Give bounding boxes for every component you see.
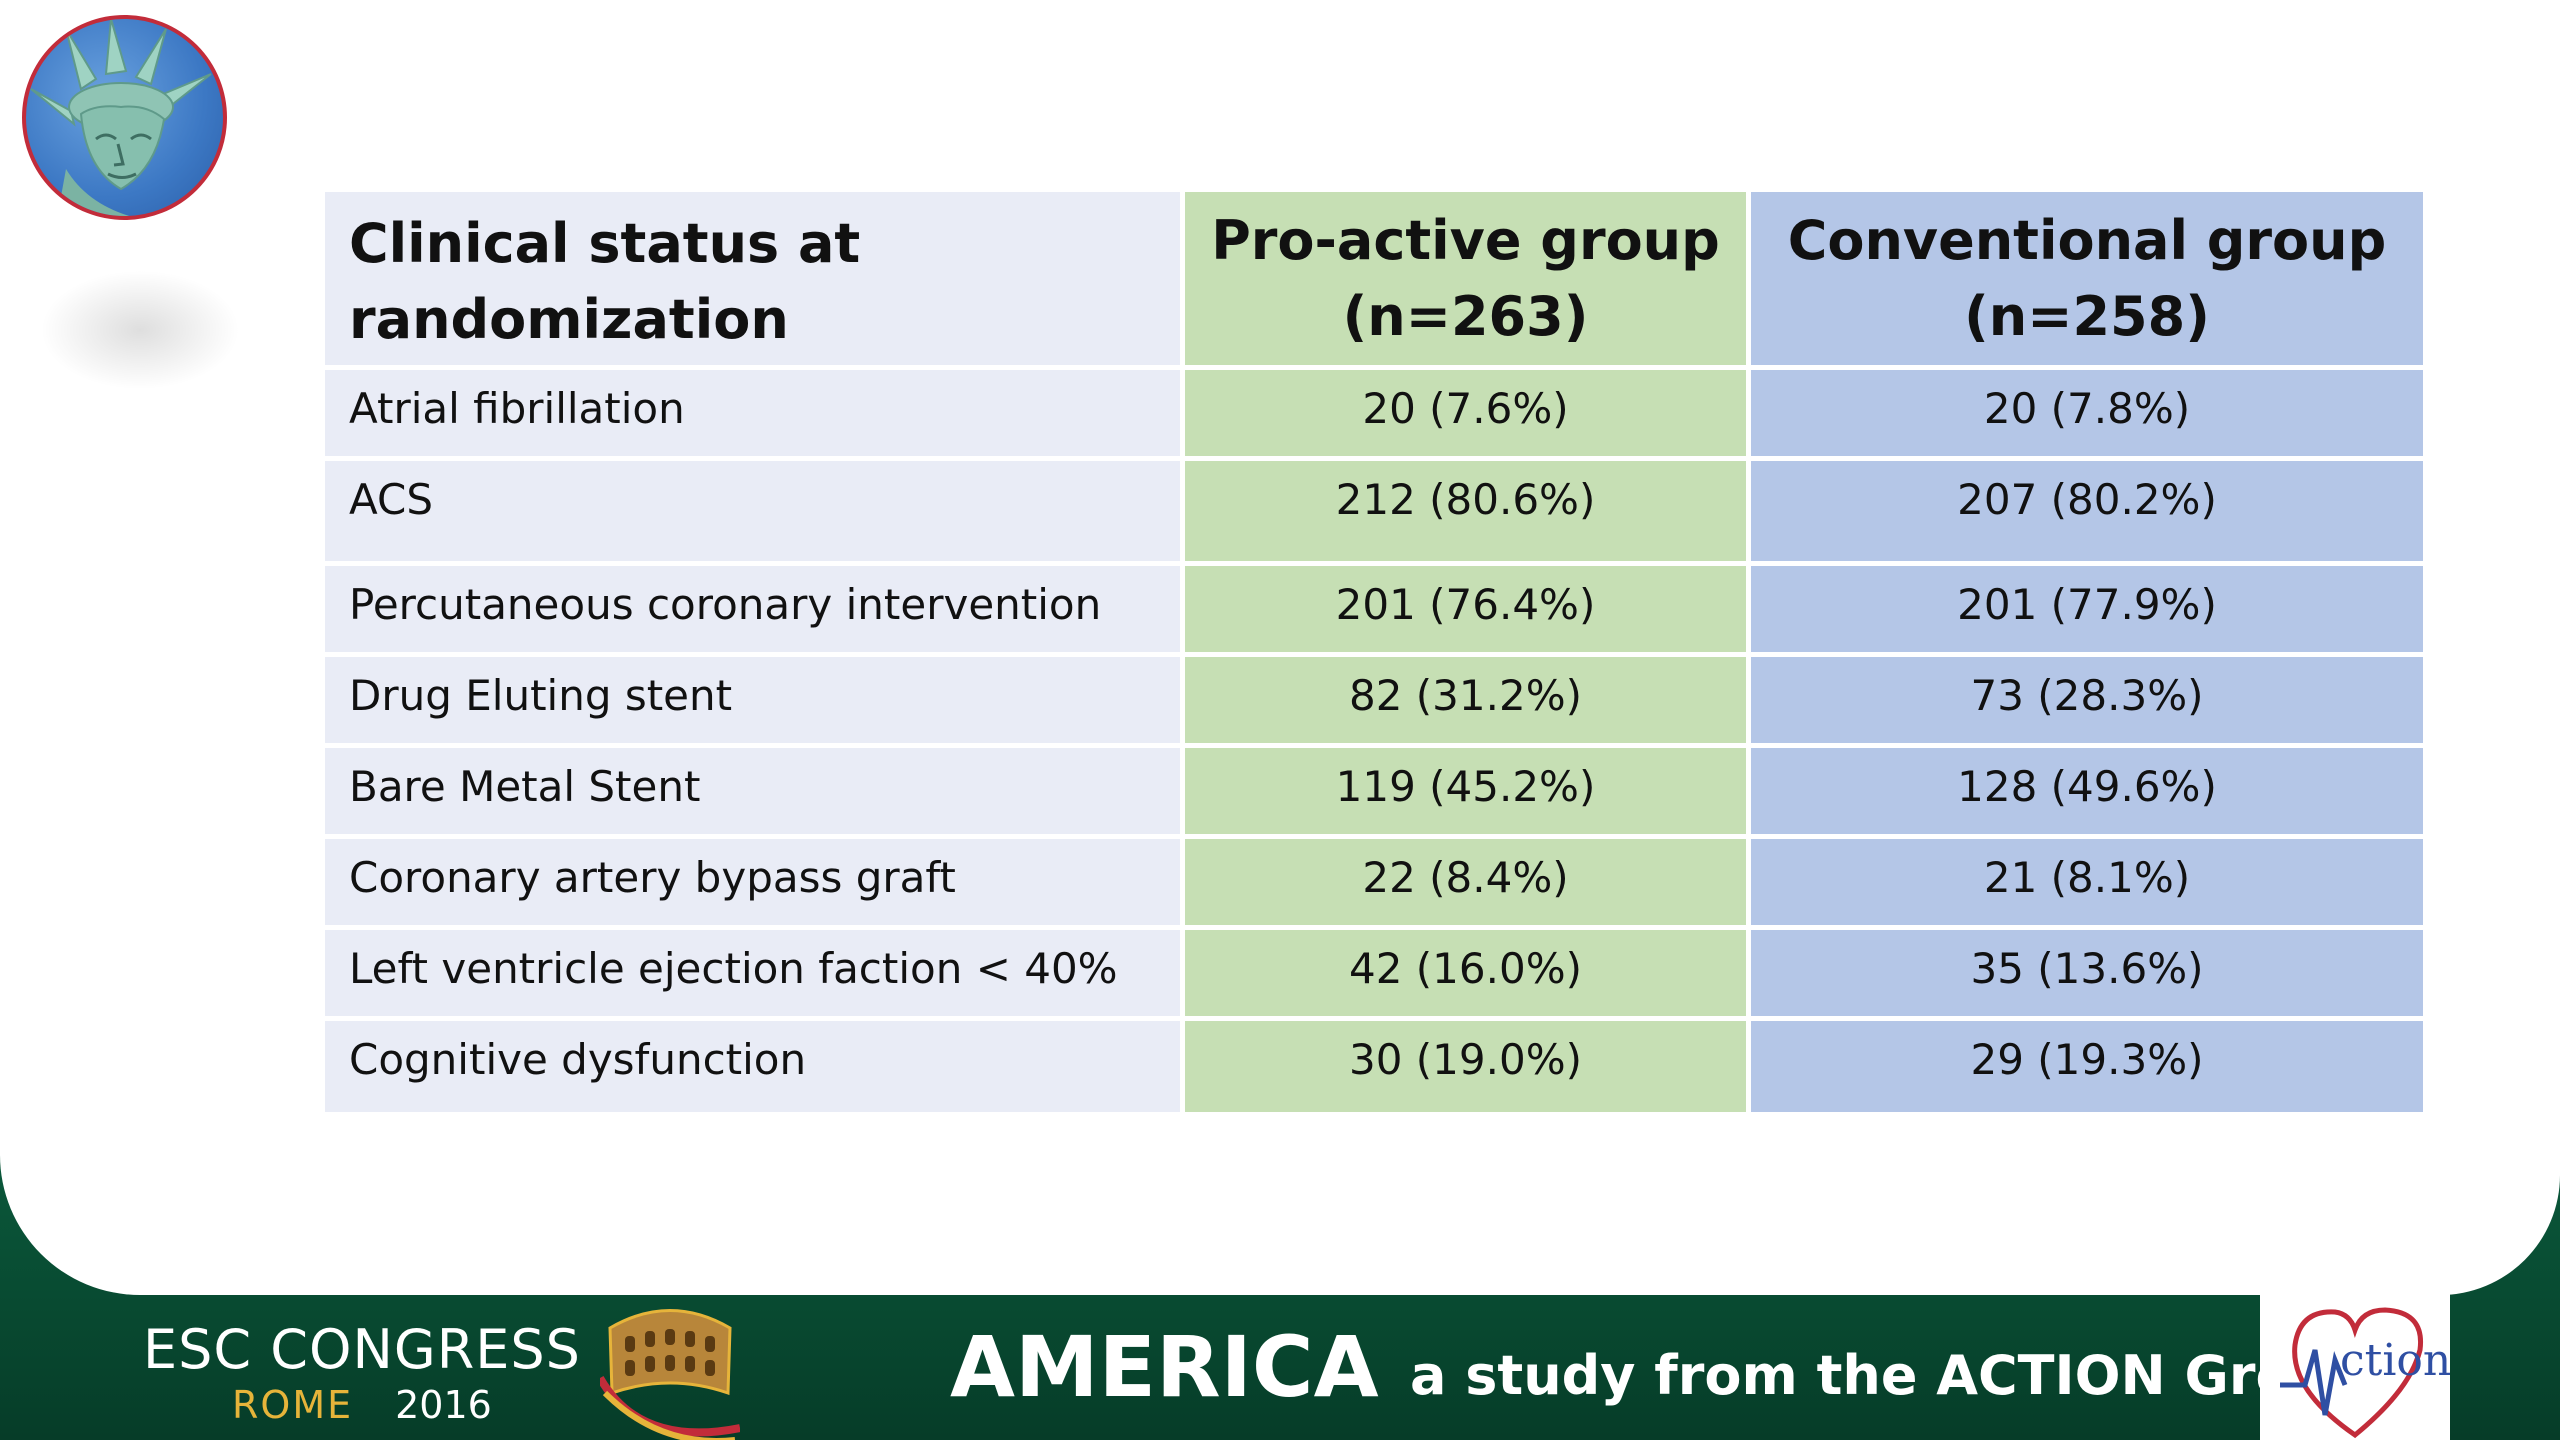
proactive-value: 201 (76.4%) bbox=[1180, 566, 1746, 657]
row-label: Percutaneous coronary intervention bbox=[325, 566, 1180, 657]
clinical-status-table: Clinical status at randomization Pro-act… bbox=[325, 192, 2423, 1112]
conventional-value: 73 (28.3%) bbox=[1746, 657, 2423, 748]
row-label: Left ventricle ejection faction < 40% bbox=[325, 930, 1180, 1021]
table-row: Cognitive dysfunction 30 (19.0%) 29 (19.… bbox=[325, 1021, 2423, 1112]
conventional-value: 35 (13.6%) bbox=[1746, 930, 2423, 1021]
table-row: Bare Metal Stent 119 (45.2%) 128 (49.6%) bbox=[325, 748, 2423, 839]
statue-of-liberty-icon bbox=[22, 15, 227, 220]
row-label: Coronary artery bypass graft bbox=[325, 839, 1180, 930]
colosseum-icon bbox=[596, 1298, 741, 1444]
conventional-value: 128 (49.6%) bbox=[1746, 748, 2423, 839]
conventional-value: 20 (7.8%) bbox=[1746, 370, 2423, 461]
header-proactive-group: Pro-active group (n=263) bbox=[1180, 192, 1746, 370]
row-label: Drug Eluting stent bbox=[325, 657, 1180, 748]
conventional-value: 29 (19.3%) bbox=[1746, 1021, 2423, 1112]
table-row: Coronary artery bypass graft 22 (8.4%) 2… bbox=[325, 839, 2423, 930]
header-clinical-status: Clinical status at randomization bbox=[325, 192, 1180, 370]
row-label: Cognitive dysfunction bbox=[325, 1021, 1180, 1112]
table-row: Atrial fibrillation 20 (7.6%) 20 (7.8%) bbox=[325, 370, 2423, 461]
study-tagline: a study from the ACTION Group bbox=[1410, 1344, 2370, 1407]
row-label: Atrial fibrillation bbox=[325, 370, 1180, 461]
decorative-shadow bbox=[40, 270, 240, 390]
conventional-value: 21 (8.1%) bbox=[1746, 839, 2423, 930]
study-name: AMERICA bbox=[950, 1318, 1379, 1416]
proactive-value: 212 (80.6%) bbox=[1180, 461, 1746, 566]
proactive-value: 20 (7.6%) bbox=[1180, 370, 1746, 461]
row-label: Bare Metal Stent bbox=[325, 748, 1180, 839]
table-row: Drug Eluting stent 82 (31.2%) 73 (28.3%) bbox=[325, 657, 2423, 748]
row-label: ACS bbox=[325, 461, 1180, 566]
proactive-value: 30 (19.0%) bbox=[1180, 1021, 1746, 1112]
proactive-value: 119 (45.2%) bbox=[1180, 748, 1746, 839]
proactive-value: 82 (31.2%) bbox=[1180, 657, 1746, 748]
congress-subtitle: ROME 2016 bbox=[232, 1383, 492, 1427]
logo-text: ction bbox=[2340, 1335, 2452, 1386]
proactive-value: 22 (8.4%) bbox=[1180, 839, 1746, 930]
congress-year: 2016 bbox=[395, 1383, 492, 1427]
table-row: Left ventricle ejection faction < 40% 42… bbox=[325, 930, 2423, 1021]
table-row: Percutaneous coronary intervention 201 (… bbox=[325, 566, 2423, 657]
congress-city: ROME bbox=[232, 1383, 354, 1427]
table-row: ACS 212 (80.6%) 207 (80.2%) bbox=[325, 461, 2423, 566]
conventional-value: 207 (80.2%) bbox=[1746, 461, 2423, 566]
congress-title: ESC CONGRESS bbox=[143, 1318, 581, 1381]
action-heart-logo-icon bbox=[2280, 1307, 2424, 1439]
header-conventional-group: Conventional group (n=258) bbox=[1746, 192, 2423, 370]
proactive-value: 42 (16.0%) bbox=[1180, 930, 1746, 1021]
conventional-value: 201 (77.9%) bbox=[1746, 566, 2423, 657]
action-logo bbox=[2260, 1290, 2450, 1440]
table-header-row: Clinical status at randomization Pro-act… bbox=[325, 192, 2423, 370]
